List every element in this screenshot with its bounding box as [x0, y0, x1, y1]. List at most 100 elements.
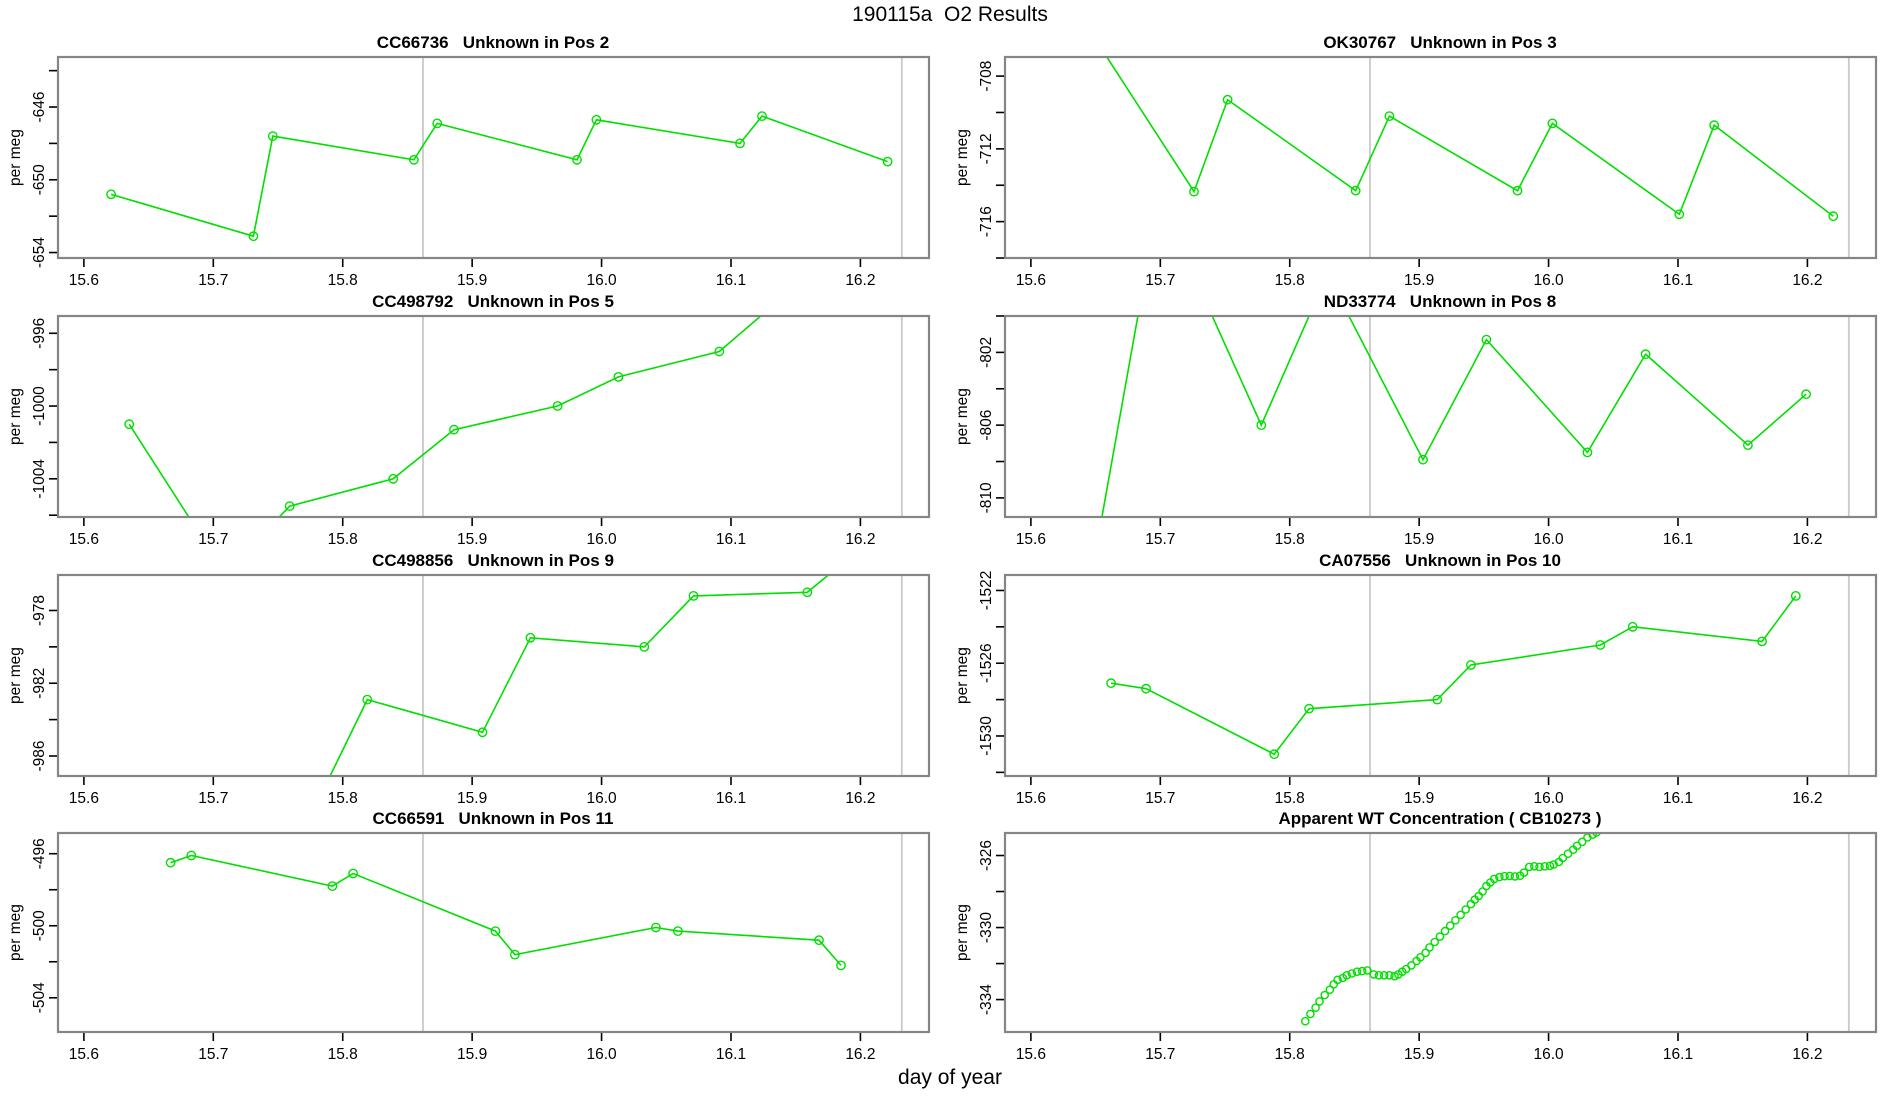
x-tick-label: 15.7 — [198, 1046, 228, 1063]
data-point — [1500, 871, 1509, 881]
y-tick-label: -646 — [31, 92, 48, 123]
y-tick-label: -1530 — [978, 716, 995, 756]
data-point — [284, 501, 295, 511]
data-point — [814, 935, 824, 946]
data-point — [1363, 966, 1372, 975]
data-point — [882, 156, 893, 167]
plot-box — [56, 314, 931, 519]
x-tick-label: 16.1 — [1663, 531, 1693, 548]
data-point — [1352, 967, 1362, 977]
data-point — [1540, 862, 1549, 871]
data-point — [408, 154, 419, 165]
y-tick-label: -708 — [978, 61, 995, 92]
x-tick-label: 16.0 — [586, 531, 617, 548]
y-axis-title: per meg — [954, 647, 971, 704]
data-point — [1549, 860, 1558, 869]
plot-box — [56, 831, 931, 1034]
y-axis-title: per meg — [7, 647, 24, 704]
x-tick-label: 15.9 — [1404, 531, 1434, 548]
series-line — [124, 316, 762, 517]
x-tick-label: 15.8 — [1275, 531, 1305, 548]
series-line — [165, 850, 846, 971]
data-point — [327, 881, 338, 891]
x-tick-label: 15.9 — [457, 272, 487, 289]
x-tick-label: 16.1 — [716, 790, 746, 807]
data-point — [1757, 636, 1768, 647]
data-point — [735, 138, 745, 149]
data-point — [388, 473, 399, 484]
series-line — [1106, 591, 1801, 760]
data-point — [1456, 910, 1465, 920]
data-point — [1495, 872, 1504, 882]
panel-0: 15.6 15.7 15.8 15.9 16.0 16.1 16.2 -654 -650 -646… — [7, 55, 931, 289]
data-point — [1512, 185, 1523, 196]
data-point — [313, 799, 321, 807]
x-tick-label: 15.7 — [198, 531, 228, 548]
y-tick-label: -996 — [31, 318, 48, 349]
x-tick-label: 15.8 — [328, 272, 358, 289]
y-tick-label: -500 — [31, 910, 48, 941]
data-point — [1342, 971, 1351, 980]
data-point — [1440, 926, 1450, 936]
data-point — [1141, 683, 1152, 694]
data-point — [1357, 966, 1367, 976]
data-point — [1524, 862, 1534, 872]
data-point — [1329, 980, 1338, 989]
data-point — [1466, 899, 1476, 909]
data-point — [836, 960, 846, 971]
x-tick-label: 15.8 — [328, 531, 358, 548]
x-axis: 15.6 15.7 15.8 15.9 16.0 16.1 16.2 — [69, 518, 875, 548]
data-point — [1790, 591, 1801, 601]
data-point — [1369, 970, 1379, 979]
data-point — [1640, 349, 1651, 360]
x-tick-label: 15.9 — [457, 790, 487, 807]
x-tick-label: 15.8 — [1275, 272, 1305, 289]
panel-3: 15.6 15.7 15.8 15.9 16.0 16.1 16.2 -810 -806 -802… — [954, 314, 1878, 548]
x-tick-label: 15.6 — [69, 790, 99, 807]
x-tick-label: 15.7 — [198, 272, 228, 289]
y-tick-label: -802 — [978, 337, 995, 368]
data-point — [639, 642, 650, 652]
x-tick-label: 16.1 — [1663, 272, 1693, 289]
y-tick-label: -712 — [978, 133, 995, 164]
data-point — [1801, 389, 1812, 400]
plot-box — [1003, 831, 1878, 1034]
x-axis-title: day of year — [898, 1066, 1002, 1089]
panel-title-pos10: CA07556 Unknown in Pos 10 — [1319, 551, 1561, 570]
data-point — [1320, 990, 1329, 1000]
data-point — [1432, 694, 1443, 705]
y-tick-label: -330 — [978, 912, 995, 943]
data-point — [1535, 862, 1544, 872]
series-line — [170, 854, 842, 966]
y-tick-label: -982 — [31, 668, 48, 699]
data-point — [1416, 953, 1425, 962]
data-point — [572, 154, 582, 165]
x-tick-label: 16.2 — [845, 531, 875, 548]
data-point — [591, 114, 602, 125]
data-point — [1301, 1016, 1310, 1026]
x-axis: 15.6 15.7 15.8 15.9 16.0 16.1 16.2 — [69, 777, 875, 807]
panel-title-wt-concentration: Apparent WT Concentration ( CB10273 ) — [1278, 809, 1602, 828]
x-tick-label: 15.8 — [328, 1046, 358, 1063]
series-points — [1301, 833, 1601, 1026]
x-tick-label: 15.9 — [457, 1046, 487, 1063]
data-point — [757, 111, 767, 122]
data-point — [552, 401, 563, 411]
data-point — [1425, 943, 1434, 952]
plot-box — [56, 55, 931, 260]
x-axis: 15.6 15.7 15.8 15.9 16.0 16.1 16.2 — [69, 259, 875, 289]
x-axis: 15.6 15.7 15.8 15.9 16.0 16.1 16.2 — [1016, 777, 1822, 807]
x-tick-label: 16.1 — [716, 1046, 746, 1063]
series-line — [106, 111, 893, 242]
data-point — [1547, 118, 1558, 129]
panel-title-pos2: CC66736 Unknown in Pos 2 — [376, 33, 610, 52]
y-tick-label: -716 — [978, 206, 995, 237]
panel-title-pos9: CC498856 Unknown in Pos 9 — [372, 551, 614, 570]
y-axis: -716 -712 -708 — [978, 61, 1004, 259]
data-point — [1558, 853, 1568, 863]
y-tick-label: -1522 — [978, 571, 995, 611]
panel-4: 15.6 15.7 15.8 15.9 16.0 16.1 16.2 -986 -982 -978… — [7, 573, 931, 807]
data-point — [1582, 447, 1593, 458]
y-axis: -986 -982 -978 — [31, 595, 57, 772]
